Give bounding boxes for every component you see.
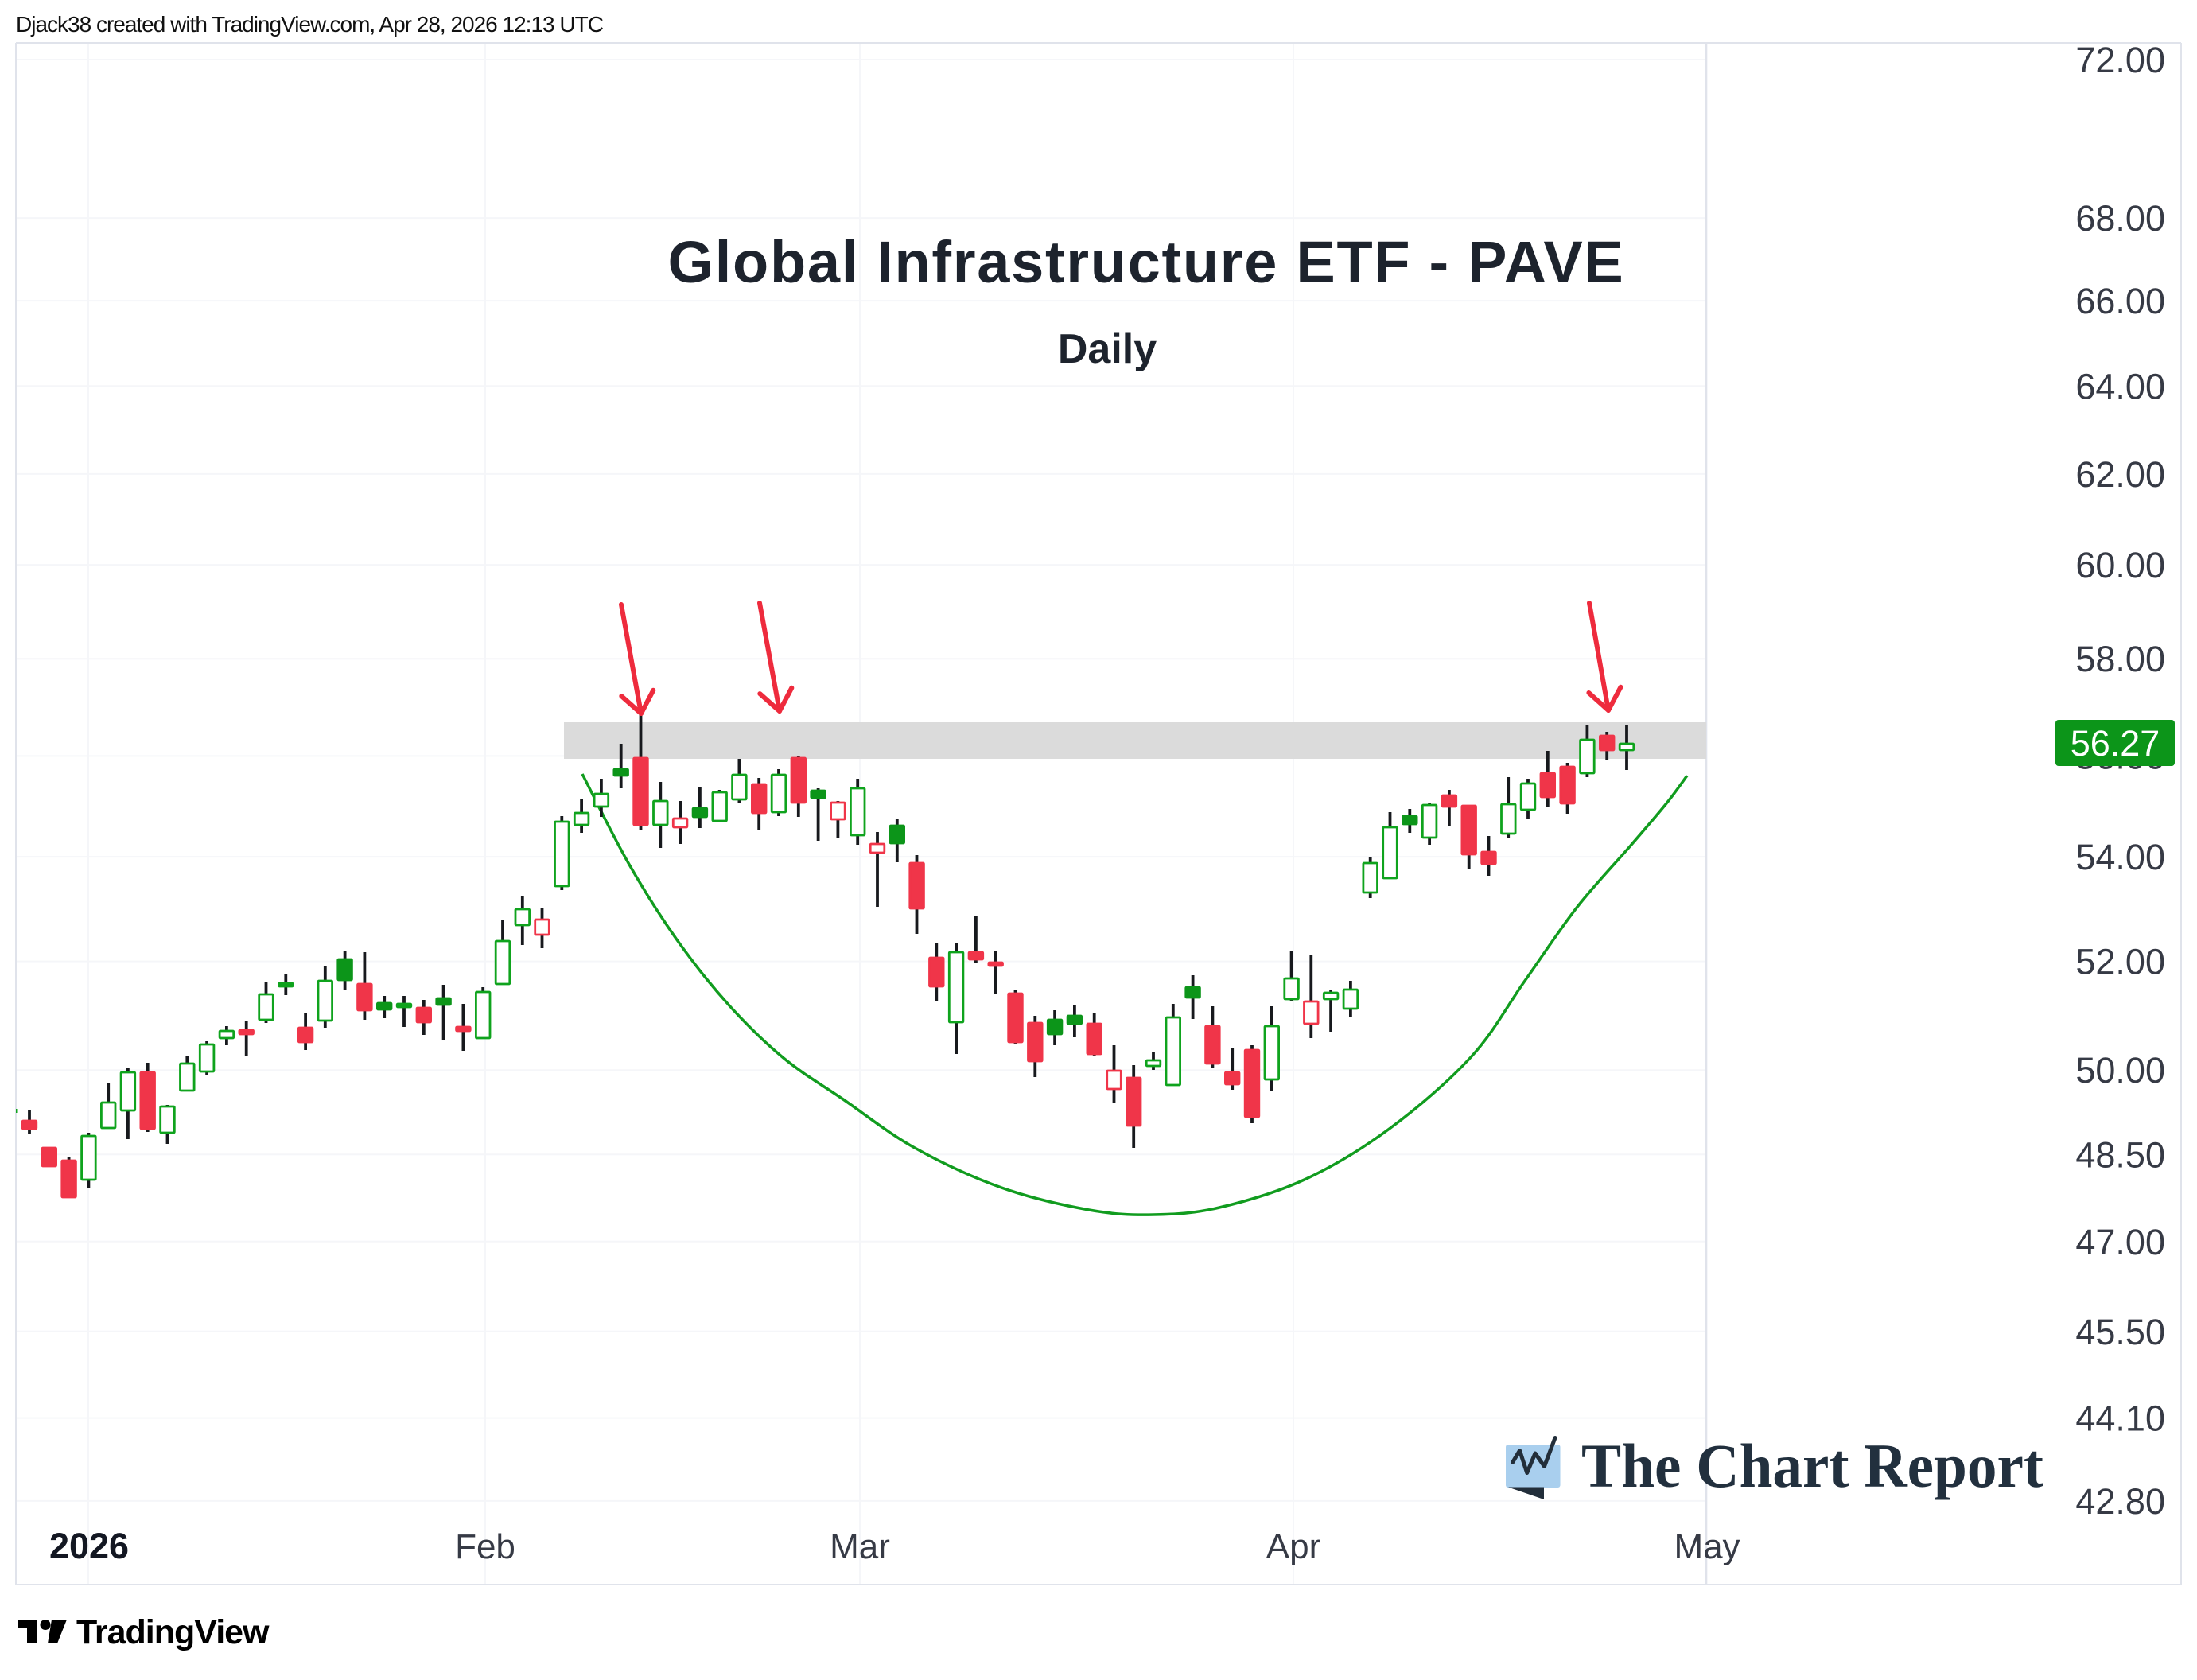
svg-text:2026: 2026 <box>49 1526 129 1566</box>
svg-text:42.80: 42.80 <box>2075 1481 2165 1522</box>
svg-text:TradingView: TradingView <box>76 1613 270 1651</box>
svg-text:58.00: 58.00 <box>2075 639 2165 679</box>
svg-text:May: May <box>1674 1527 1740 1566</box>
svg-text:Feb: Feb <box>455 1527 515 1566</box>
svg-text:48.50: 48.50 <box>2075 1134 2165 1175</box>
svg-text:64.00: 64.00 <box>2075 366 2165 406</box>
svg-text:Djack38 created with TradingVi: Djack38 created with TradingView.com, Ap… <box>16 12 604 37</box>
svg-text:The Chart Report: The Chart Report <box>1581 1431 2043 1500</box>
svg-text:Daily: Daily <box>1058 326 1157 372</box>
svg-text:45.50: 45.50 <box>2075 1312 2165 1352</box>
svg-text:66.00: 66.00 <box>2075 281 2165 321</box>
svg-text:60.00: 60.00 <box>2075 545 2165 585</box>
svg-text:Global Infrastructure ETF - PA: Global Infrastructure ETF - PAVE <box>668 229 1625 295</box>
svg-text:72.00: 72.00 <box>2075 40 2165 80</box>
svg-text:54.00: 54.00 <box>2075 837 2165 877</box>
svg-text:56.27: 56.27 <box>2071 723 2160 764</box>
svg-text:62.00: 62.00 <box>2075 454 2165 495</box>
svg-text:50.00: 50.00 <box>2075 1050 2165 1091</box>
svg-text:47.00: 47.00 <box>2075 1222 2165 1262</box>
svg-text:Mar: Mar <box>830 1527 890 1566</box>
svg-text:44.10: 44.10 <box>2075 1398 2165 1439</box>
svg-text:52.00: 52.00 <box>2075 942 2165 982</box>
svg-text:68.00: 68.00 <box>2075 198 2165 239</box>
svg-text:Apr: Apr <box>1266 1527 1320 1566</box>
